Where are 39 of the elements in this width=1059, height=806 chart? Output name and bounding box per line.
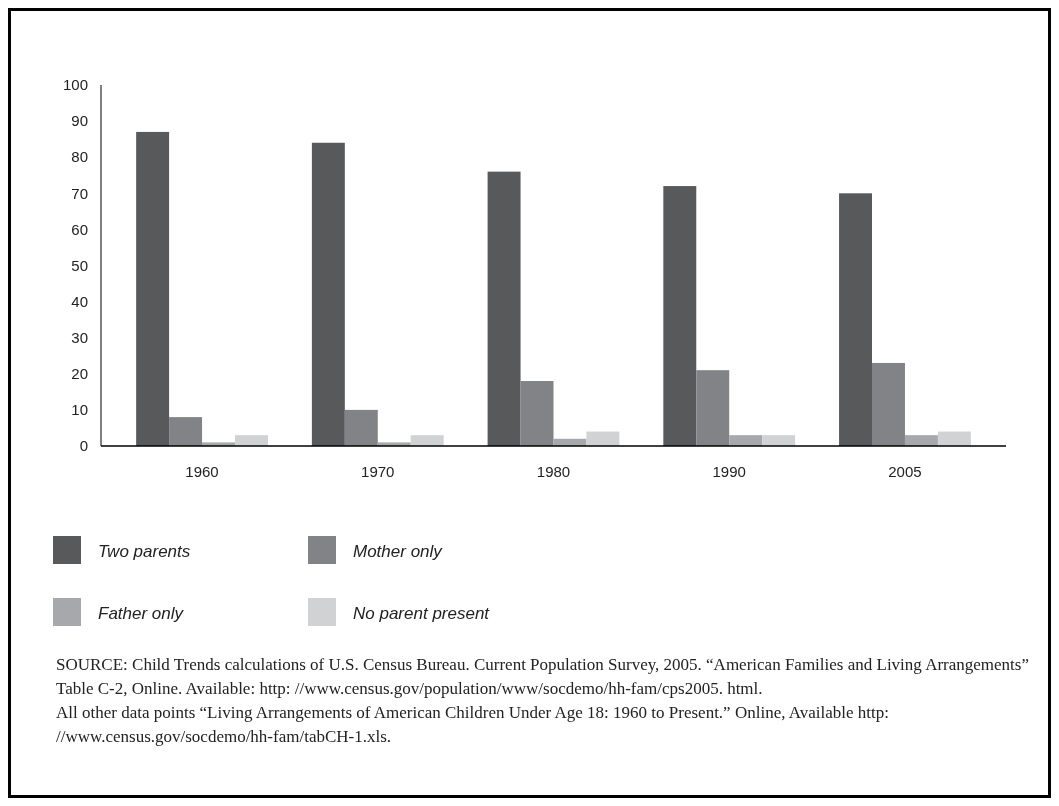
bar	[872, 362, 905, 446]
y-tick-label: 30	[71, 328, 88, 346]
bar	[410, 435, 444, 446]
bar	[586, 431, 620, 446]
x-tick-label: 1980	[536, 463, 571, 480]
bar	[136, 131, 170, 446]
text: All other data points “Living Arrangements of American Children Under Age 18: 1960 to Present.” Online, Available http: //www.census.gov/socdemo/hh-fam/tabCH-1.xls.	[56, 703, 889, 746]
bar	[839, 193, 873, 446]
y-tick-label: 20	[71, 365, 88, 383]
bar	[169, 417, 203, 446]
y-tick-label: 100	[62, 76, 88, 94]
y-tick-label: 10	[71, 401, 88, 419]
bar	[904, 435, 938, 446]
bar	[520, 381, 554, 446]
legend-label: Mother only	[353, 542, 444, 561]
x-tick-label: 1960	[185, 463, 219, 480]
bar	[696, 370, 730, 446]
source-note: SOURCE: Child Trends calculations of U.S. Census Bureau. Current Population Survey, 2005. “American Families and Living Arrangements” Table C-2, Online. Available: http: //www.census.gov/population/www/socdemo/hh-fam/cps2005. html.	[56, 655, 1029, 698]
y-tick-label: 40	[71, 292, 88, 310]
y-tick-label: 80	[71, 148, 88, 166]
legend-label: No parent present	[353, 604, 491, 623]
bar	[487, 171, 521, 446]
y-tick-label: 50	[71, 256, 88, 274]
legend-label: Two parents	[98, 542, 191, 561]
y-tick-label: 70	[71, 184, 88, 202]
bar	[937, 431, 971, 446]
bar	[762, 435, 796, 446]
y-tick-label: 90	[71, 112, 88, 130]
bar	[311, 142, 345, 446]
bar	[663, 186, 697, 446]
legend-label: Father only	[98, 604, 185, 623]
x-tick-label: 2005	[888, 463, 922, 480]
bar	[234, 435, 268, 446]
bar	[344, 409, 378, 446]
x-tick-label: 1990	[712, 463, 746, 480]
bar	[729, 435, 763, 446]
x-tick-label: 1970	[361, 463, 395, 480]
y-tick-label: 60	[71, 220, 88, 238]
y-tick-label: 0	[79, 437, 88, 455]
